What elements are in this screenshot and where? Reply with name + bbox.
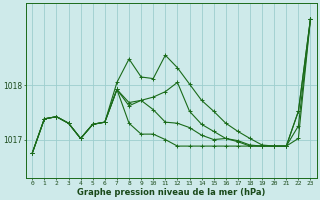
- X-axis label: Graphe pression niveau de la mer (hPa): Graphe pression niveau de la mer (hPa): [77, 188, 266, 197]
